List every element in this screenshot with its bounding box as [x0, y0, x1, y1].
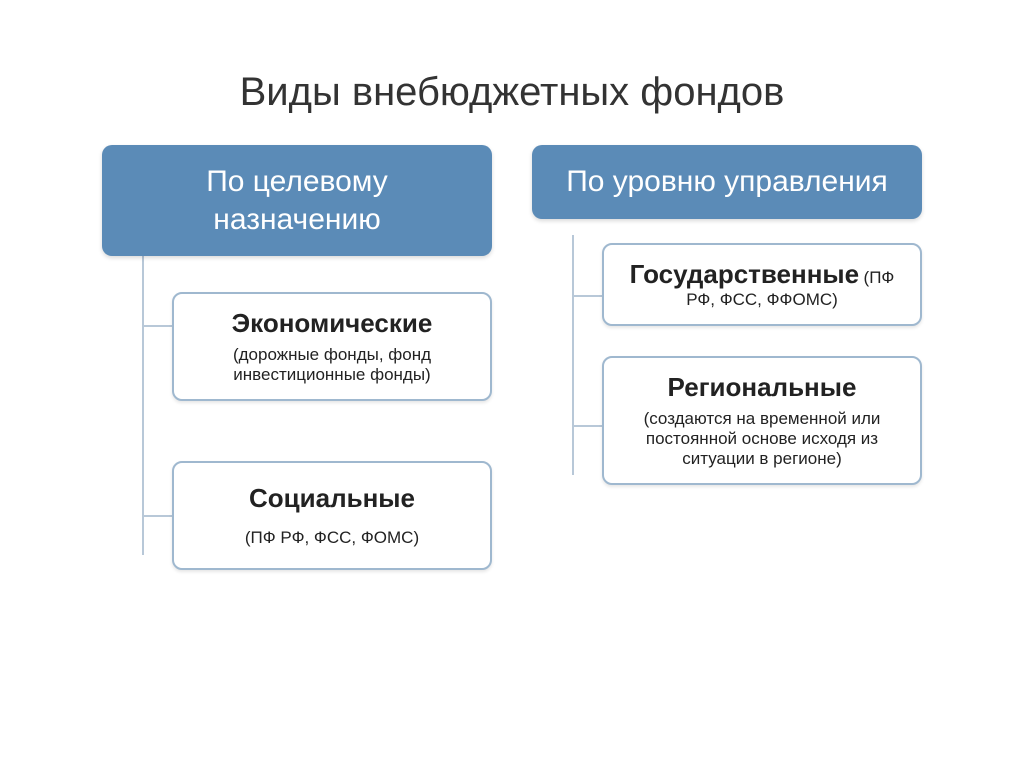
node-subtitle: (создаются на временной или постоянной о… [622, 409, 902, 469]
diagram-columns: По целевому назначению Экономические (до… [0, 145, 1024, 570]
connector-line [572, 235, 574, 475]
node-title: Региональные [668, 372, 857, 402]
connector-line [142, 235, 144, 555]
connector-line [572, 295, 602, 297]
header-purpose: По целевому назначению [102, 145, 492, 256]
node-subtitle: (дорожные фонды, фонд инвестиционные фон… [192, 345, 472, 385]
node-economic: Экономические (дорожные фонды, фонд инве… [172, 292, 492, 401]
node-title: Государственные [630, 259, 859, 289]
node-state: Государственные (ПФ РФ, ФСС, ФФОМС) [602, 243, 922, 326]
node-subtitle: (ПФ РФ, ФСС, ФОМС) [192, 528, 472, 548]
connector-line [142, 515, 172, 517]
node-title: Экономические [232, 308, 433, 338]
diagram-title: Виды внебюджетных фондов [0, 0, 1024, 145]
column-purpose: По целевому назначению Экономические (до… [102, 145, 492, 570]
column-management: По уровню управления Государственные (ПФ… [532, 145, 922, 570]
header-management: По уровню управления [532, 145, 922, 219]
node-regional: Региональные (создаются на временной или… [602, 356, 922, 485]
node-title: Социальные [249, 483, 415, 513]
connector-line [142, 325, 172, 327]
node-social: Социальные (ПФ РФ, ФСС, ФОМС) [172, 461, 492, 570]
connector-line [572, 425, 602, 427]
